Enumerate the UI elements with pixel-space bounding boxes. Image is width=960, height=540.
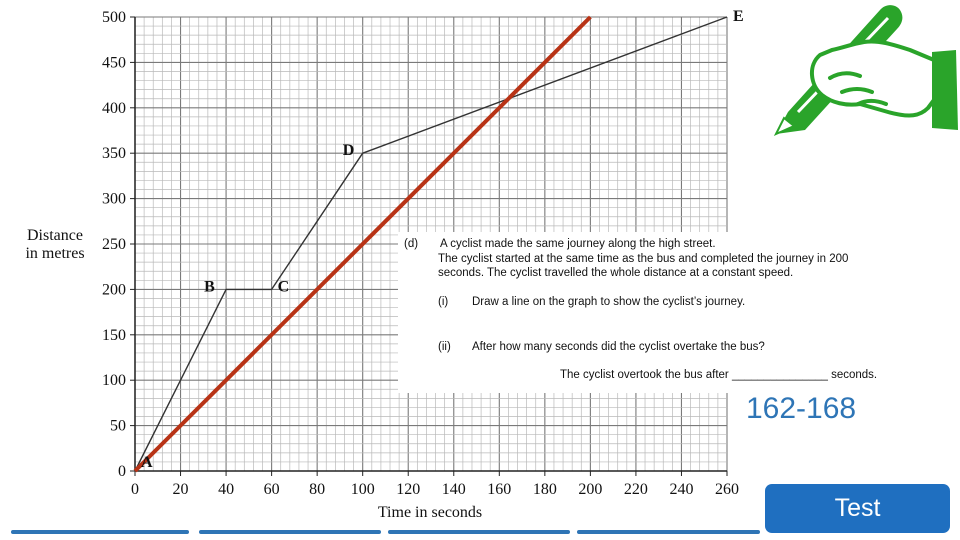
x-tick-label: 240 <box>669 481 693 498</box>
subquestion-ii-label: (ii) <box>438 341 451 353</box>
y-axis-label-line1: Distance <box>27 227 83 244</box>
y-tick-label: 450 <box>102 54 126 71</box>
y-tick-label: 50 <box>110 418 126 435</box>
point-labels: A B C D E <box>141 8 744 471</box>
bus-journey-line <box>134 16 728 472</box>
x-tick-label: 60 <box>264 481 280 498</box>
question-part-label: (d) <box>404 238 419 250</box>
subquestion-ii-text: After how many seconds did the cyclist o… <box>472 341 765 353</box>
question-box: (d) A cyclist made the same journey alon… <box>398 232 877 393</box>
answer-prompt-line: The cyclist overtook the bus after _____… <box>560 369 878 381</box>
x-tick-label: 220 <box>624 481 648 498</box>
hand-writing-pen-icon <box>773 5 958 137</box>
question-intro-line2: The cyclist started at the same time as … <box>438 253 849 265</box>
point-label: A <box>141 454 153 471</box>
y-tick-label: 250 <box>102 236 126 253</box>
x-tick-label: 260 <box>715 481 739 498</box>
x-tick-label: 0 <box>131 481 139 498</box>
question-intro-line1: A cyclist made the same journey along th… <box>440 238 716 250</box>
nav-tab-indicator-3[interactable] <box>388 530 570 534</box>
x-tick-label: 20 <box>173 481 189 498</box>
x-tick-label: 120 <box>396 481 420 498</box>
x-tick-label: 180 <box>533 481 557 498</box>
question-intro-line3: seconds. The cyclist travelled the whole… <box>438 267 794 279</box>
x-axis-label: Time in seconds <box>378 504 482 521</box>
nav-tab-indicator-4[interactable] <box>577 530 760 534</box>
point-label: B <box>204 278 215 295</box>
y-tick-label: 500 <box>102 9 126 26</box>
x-tick-label: 40 <box>218 481 234 498</box>
x-tick-label: 100 <box>351 481 375 498</box>
point-label: E <box>733 8 744 25</box>
subquestion-i-text: Draw a line on the graph to show the cyc… <box>472 296 746 308</box>
nav-tab-indicator-1[interactable] <box>11 530 189 534</box>
y-tick-label: 300 <box>102 191 126 208</box>
point-label: C <box>278 278 290 295</box>
series-lines <box>133 15 728 473</box>
point-label: D <box>343 142 355 159</box>
y-axis-label-line2: in metres <box>25 245 84 262</box>
x-tick-label: 140 <box>442 481 466 498</box>
tick-labels: 0 20 40 60 80 100 120 140 160 180 200 220 240 260 0 50 1… <box>102 9 739 498</box>
cyclist-line <box>133 15 592 473</box>
nav-tab-indicator-2[interactable] <box>199 530 381 534</box>
y-tick-label: 350 <box>102 145 126 162</box>
x-tick-label: 80 <box>309 481 325 498</box>
y-tick-label: 0 <box>118 463 126 480</box>
y-tick-label: 150 <box>102 327 126 344</box>
answer-value: 162-168 <box>746 392 857 425</box>
y-tick-label: 200 <box>102 281 126 298</box>
x-tick-label: 160 <box>487 481 511 498</box>
y-tick-label: 100 <box>102 372 126 389</box>
y-tick-label: 400 <box>102 100 126 117</box>
x-tick-label: 200 <box>578 481 602 498</box>
subquestion-i-label: (i) <box>438 296 449 308</box>
test-button[interactable]: Test <box>765 484 950 533</box>
